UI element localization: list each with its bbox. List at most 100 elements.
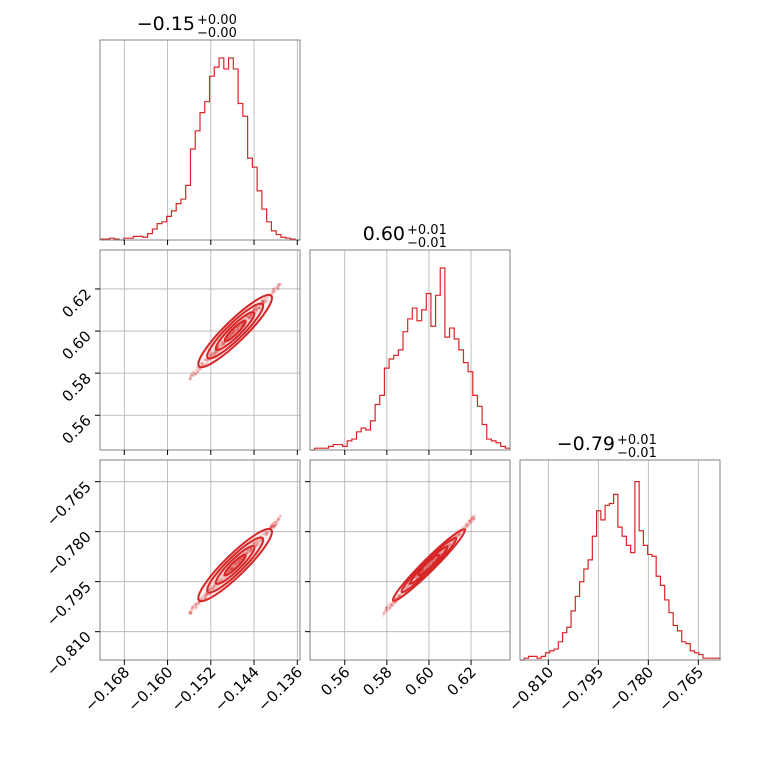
- scatter-point: [190, 610, 193, 613]
- scatter-point: [253, 306, 257, 309]
- scatter-point: [229, 567, 233, 570]
- scatter-point: [384, 606, 388, 609]
- scatter-point: [472, 519, 475, 523]
- scatter-point: [232, 331, 236, 334]
- x-tick-label: −0.144: [211, 663, 263, 715]
- scatter-point: [266, 296, 269, 299]
- scatter-point: [394, 601, 397, 604]
- scatter-point: [261, 532, 265, 536]
- scatter-point: [275, 519, 279, 523]
- scatter-point: [264, 296, 267, 300]
- scatter-point: [391, 603, 395, 607]
- scatter-point: [188, 377, 192, 381]
- scatter-point: [211, 586, 214, 590]
- histogram-series: [520, 481, 721, 661]
- scatter-point: [388, 606, 391, 610]
- scatter-point: [195, 605, 198, 609]
- scatter-point: [197, 368, 201, 372]
- scatter-point: [272, 287, 275, 291]
- scatter-point: [265, 299, 269, 302]
- scatter-point: [231, 331, 235, 335]
- scatter-point: [468, 518, 472, 522]
- scatter-point: [220, 344, 224, 347]
- scatter-point: [272, 526, 276, 529]
- scatter-point: [211, 351, 214, 355]
- scatter-point: [220, 344, 224, 347]
- scatter-point: [255, 307, 259, 311]
- scatter-point: [458, 531, 461, 535]
- scatter-point: [467, 519, 471, 523]
- scatter-point: [457, 532, 461, 536]
- scatter-point: [241, 556, 244, 560]
- scatter-point: [190, 373, 194, 376]
- scatter-point: [189, 612, 192, 615]
- contour-level: [400, 536, 458, 594]
- scatter-point: [190, 606, 194, 609]
- grid-lines: [100, 250, 300, 450]
- scatter-point: [237, 559, 240, 563]
- scatter-point: [393, 601, 396, 605]
- scatter-point: [397, 593, 401, 597]
- scatter-point: [472, 517, 475, 521]
- scatter-point: [466, 524, 469, 527]
- scatter-point: [193, 604, 197, 608]
- scatter-point: [233, 562, 237, 566]
- scatter-point: [234, 564, 237, 568]
- scatter-point: [194, 602, 197, 606]
- scatter-point: [414, 576, 418, 580]
- scatter-point: [273, 286, 277, 289]
- scatter-point: [472, 517, 476, 520]
- x-tick-label: −0.136: [254, 663, 306, 715]
- y-tick-label: 0.60: [58, 327, 94, 363]
- scatter-point: [193, 372, 197, 375]
- scatter-point: [385, 610, 389, 613]
- scatter-point: [449, 542, 452, 546]
- scatter-point: [256, 541, 260, 544]
- scatter-point: [199, 367, 202, 371]
- scatter-point: [468, 519, 472, 523]
- scatter-point: [223, 576, 227, 579]
- scatter-point: [269, 525, 272, 529]
- scatter-point: [230, 568, 233, 571]
- scatter-point: [271, 525, 275, 529]
- scatter-point: [425, 564, 429, 568]
- scatter-point: [468, 522, 471, 526]
- scatter-point: [469, 520, 473, 524]
- scatter-point: [272, 524, 276, 527]
- scatter-point: [277, 285, 280, 288]
- scatter-point: [457, 533, 460, 537]
- histogram-series: [99, 57, 300, 241]
- scatter-point: [209, 353, 212, 357]
- scatter-point: [248, 316, 252, 320]
- scatter-point: [261, 300, 265, 304]
- scatter-point: [385, 606, 389, 609]
- scatter-point: [231, 330, 235, 334]
- scatter-point: [465, 522, 468, 525]
- scatter-point: [229, 334, 232, 338]
- scatter-point: [249, 547, 253, 551]
- scatter-point: [274, 524, 277, 527]
- x-tick-label: −0.780: [605, 663, 657, 715]
- scatter-point: [201, 595, 205, 598]
- scatter-point: [473, 515, 476, 519]
- scatter-point: [276, 518, 280, 522]
- scatter-point: [274, 523, 278, 526]
- scatter-point: [203, 593, 207, 597]
- scatter-point: [465, 524, 469, 528]
- scatter-point: [272, 288, 276, 291]
- scatter-point: [385, 606, 389, 609]
- x-tick-label: −0.152: [168, 663, 220, 715]
- scatter-point: [200, 362, 204, 365]
- scatter-point: [469, 517, 473, 521]
- scatter-point: [430, 560, 434, 564]
- scatter-point: [204, 592, 208, 595]
- x-tick-label: 0.58: [359, 663, 395, 699]
- scatter-point: [202, 363, 206, 366]
- scatter-point: [193, 603, 196, 607]
- y-tick-label: 0.58: [58, 369, 94, 405]
- y-tick-label: 0.62: [58, 285, 94, 321]
- scatter-point: [214, 351, 217, 354]
- scatter-content: [188, 282, 282, 381]
- scatter-point: [188, 377, 192, 380]
- scatter-point: [203, 358, 207, 362]
